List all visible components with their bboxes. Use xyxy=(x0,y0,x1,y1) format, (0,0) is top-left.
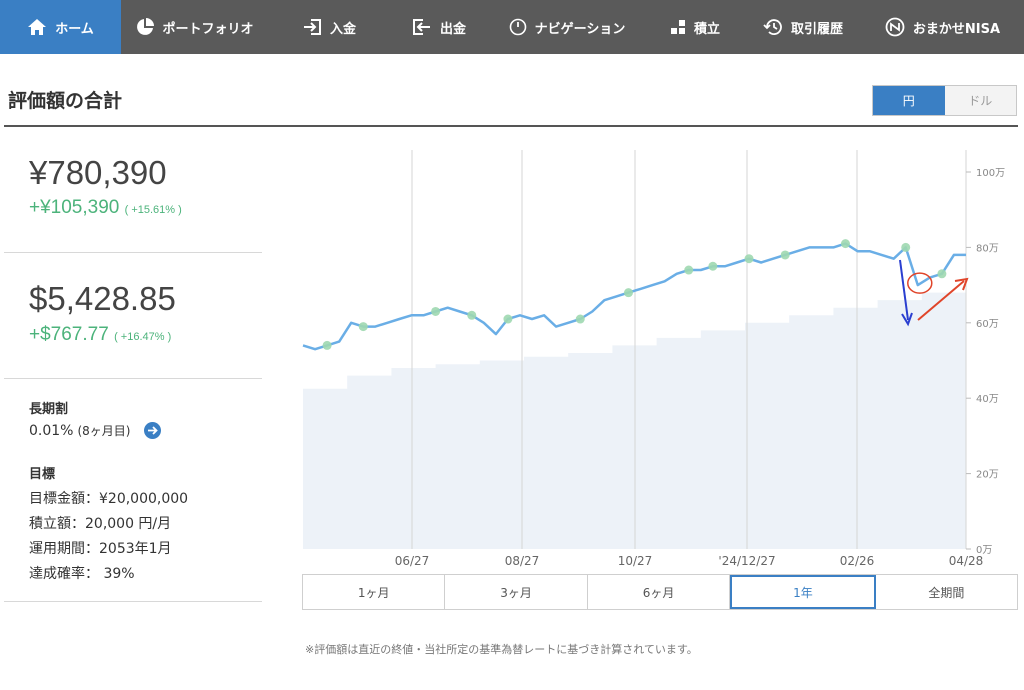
top-nav: ホーム ポートフォリオ 入金 出金 ナビゲーション 積立 取引履歴 おまかせNI… xyxy=(0,0,1024,54)
currency-jpy-button[interactable]: 円 xyxy=(873,86,945,115)
y-tick-label: 0万 xyxy=(976,545,992,556)
divider xyxy=(4,378,262,379)
goal-amount: 目標金額：¥20,000,000 xyxy=(29,491,189,507)
nav-navigation[interactable]: ナビゲーション xyxy=(489,0,645,54)
valuation-chart-svg: 0万 20万 40万 60万 80万 100万 06/27 08/27 10/27 '24/12/… xyxy=(302,150,1005,568)
y-tick-label: 80万 xyxy=(976,243,999,254)
y-tick-label: 40万 xyxy=(976,394,999,405)
up-arrow-line xyxy=(917,280,965,321)
nav-portfolio[interactable]: ポートフォリオ xyxy=(121,0,269,54)
x-tick-label: 06/27 xyxy=(395,554,430,568)
down-arrow-head xyxy=(901,312,913,327)
data-point-marker xyxy=(623,288,633,298)
jpy-change-pct: ( +15.61% ) xyxy=(124,204,182,216)
usd-change-pct: ( +16.47% ) xyxy=(114,331,172,343)
nav-portfolio-label: ポートフォリオ xyxy=(162,21,254,37)
range-tab-3m[interactable]: 3ヶ月 xyxy=(445,575,588,609)
currency-usd-button[interactable]: ドル xyxy=(944,86,1016,115)
data-point-marker xyxy=(322,340,332,350)
nav-tsumitate[interactable]: 積立 xyxy=(645,0,745,54)
x-tick-label: 02/26 xyxy=(840,554,875,568)
data-point-marker xyxy=(840,239,850,249)
long-term-rate-value: 0.01% xyxy=(29,422,74,439)
data-point-marker xyxy=(575,314,585,324)
data-point-marker xyxy=(684,265,694,275)
data-point-marker xyxy=(467,310,477,320)
dip-highlight-circle xyxy=(907,272,933,294)
nav-nisa[interactable]: おまかせNISA xyxy=(861,0,1024,54)
withdraw-icon xyxy=(412,19,430,35)
nav-home-label: ホーム xyxy=(55,21,94,37)
range-tab-all[interactable]: 全期間 xyxy=(875,575,1018,609)
title-divider xyxy=(4,125,1018,127)
arrow-right-icon[interactable] xyxy=(144,422,162,439)
data-point-marker xyxy=(901,242,911,252)
usd-change: +$767.77 ( +16.47% ) xyxy=(29,324,171,346)
x-tick-label: 10/27 xyxy=(618,554,653,568)
currency-toggle: 円 ドル xyxy=(872,85,1017,116)
jpy-total-value: ¥780,390 xyxy=(29,154,167,191)
range-tab-1y[interactable]: 1年 xyxy=(730,575,876,609)
nav-tsumitate-label: 積立 xyxy=(693,21,720,37)
nav-history[interactable]: 取引履歴 xyxy=(745,0,861,54)
data-point-marker xyxy=(780,250,790,260)
jpy-change: +¥105,390 ( +15.61% ) xyxy=(29,197,182,219)
long-term-label: 長期割 xyxy=(29,402,69,417)
usd-change-amount: +$767.77 xyxy=(29,324,109,345)
home-icon xyxy=(28,19,47,35)
pie-chart-icon xyxy=(137,18,155,35)
nav-withdraw[interactable]: 出金 xyxy=(389,0,489,54)
nav-history-label: 取引履歴 xyxy=(790,21,843,37)
valuation-chart[interactable]: 0万 20万 40万 60万 80万 100万 06/27 08/27 10/27 '24/12/… xyxy=(300,150,1024,570)
nav-home[interactable]: ホーム xyxy=(0,0,121,54)
blocks-icon xyxy=(670,20,685,34)
divider xyxy=(4,252,262,253)
down-arrow-line xyxy=(899,259,909,321)
value-line xyxy=(302,242,966,351)
nav-deposit-label: 入金 xyxy=(329,21,356,37)
y-tick-label: 20万 xyxy=(976,470,999,481)
long-term-rate: 0.01% (8ヶ月目) xyxy=(29,422,162,439)
y-tick-label: 60万 xyxy=(976,319,999,330)
nav-nisa-label: おまかせNISA xyxy=(912,21,1001,37)
goal-monthly: 積立額：20,000 円/月 xyxy=(29,516,172,532)
x-tick-label: 08/27 xyxy=(505,554,540,568)
range-tab-6m[interactable]: 6ヶ月 xyxy=(587,575,731,609)
goal-probability: 達成確率： 39% xyxy=(29,566,135,582)
data-point-marker xyxy=(937,269,947,279)
data-point-marker xyxy=(358,322,368,332)
data-point-marker xyxy=(431,306,441,316)
nisa-icon xyxy=(885,17,905,37)
goal-label: 目標 xyxy=(29,467,56,482)
up-arrow-head xyxy=(954,277,969,291)
data-point-marker xyxy=(744,254,754,264)
deposit-icon xyxy=(303,19,321,35)
usd-total-value: $5,428.85 xyxy=(29,280,176,317)
data-point-marker xyxy=(708,261,718,271)
history-icon xyxy=(763,19,782,35)
data-point-marker xyxy=(503,314,513,324)
nav-deposit[interactable]: 入金 xyxy=(269,0,389,54)
navigation-icon xyxy=(509,18,526,36)
x-tick-label: '24/12/27 xyxy=(718,554,775,568)
range-tabs: 1ヶ月 3ヶ月 6ヶ月 1年 全期間 xyxy=(302,574,1018,610)
goal-period: 運用期間：2053年1月 xyxy=(29,541,172,557)
jpy-change-amount: +¥105,390 xyxy=(29,197,120,218)
y-tick-label: 100万 xyxy=(976,168,1005,179)
page-title: 評価額の合計 xyxy=(8,90,123,112)
x-tick-label: 04/28 xyxy=(949,554,984,568)
long-term-rate-month: (8ヶ月目) xyxy=(77,424,131,438)
nav-navigation-label: ナビゲーション xyxy=(534,21,626,37)
range-tab-1m[interactable]: 1ヶ月 xyxy=(303,575,446,609)
divider xyxy=(4,601,262,602)
nav-withdraw-label: 出金 xyxy=(439,21,466,37)
footnote: ※評価額は直近の終値・当社所定の基準為替レートに基づき計算されています。 xyxy=(305,643,698,656)
